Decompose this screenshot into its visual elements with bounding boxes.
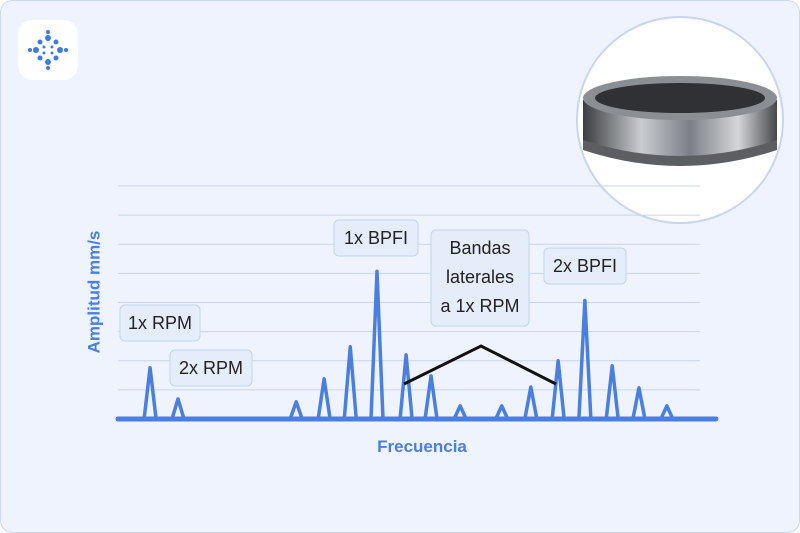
sideband-bracket <box>403 344 557 386</box>
annotation: 1x BPFI <box>344 228 408 248</box>
annotation-box <box>119 304 201 342</box>
peak <box>523 385 539 420</box>
peak <box>170 397 186 420</box>
annotation: 2x RPM <box>179 358 243 378</box>
x-axis-label: Frecuencia <box>377 437 467 456</box>
peak <box>316 377 332 420</box>
peak <box>604 363 620 420</box>
peak <box>577 298 593 420</box>
peak <box>631 386 647 420</box>
peak <box>142 365 158 420</box>
peak <box>452 404 468 420</box>
y-axis-label: Amplitud mm/s <box>84 231 103 354</box>
annotation-box <box>543 247 627 285</box>
peak <box>494 404 510 420</box>
annotation: 2x BPFI <box>553 256 617 276</box>
peak <box>550 359 566 420</box>
annotation-box <box>430 229 530 327</box>
peak <box>659 404 675 420</box>
peak <box>423 374 439 420</box>
annotation: 1x RPM <box>128 313 192 333</box>
annotation-box <box>333 219 419 257</box>
peak <box>288 400 304 420</box>
annotation-box <box>169 349 253 387</box>
peak <box>369 269 385 420</box>
peak <box>398 353 414 420</box>
annotation: Bandas laterales a 1x RPM <box>440 238 519 316</box>
logo <box>18 20 78 80</box>
bearing-image <box>576 16 784 224</box>
peak <box>342 345 358 420</box>
